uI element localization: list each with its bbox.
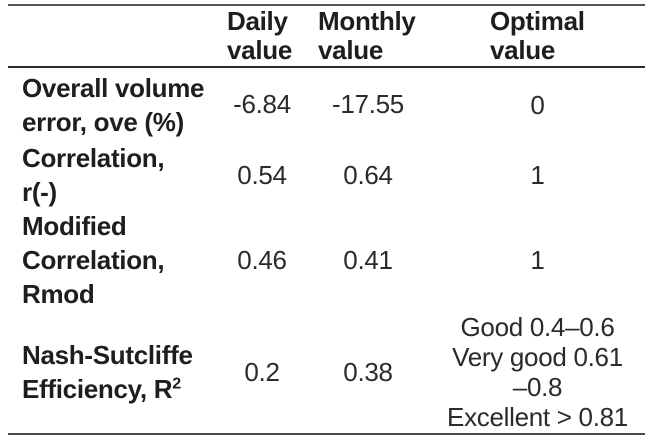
row-label-correlation: Correlation, r(-) bbox=[22, 143, 165, 207]
optimal-value-ove: 0 bbox=[530, 89, 545, 120]
column-header-optimal: Optimal value bbox=[430, 5, 645, 68]
row-label-modified-correlation: Modified Correlation, Rmod bbox=[22, 211, 165, 309]
nash-label-line1: Nash-Sutcliffe bbox=[22, 340, 193, 370]
optimal-value-rmod: 1 bbox=[530, 245, 545, 275]
metrics-table-figure: Daily value Monthly value Optimal value … bbox=[0, 4, 650, 436]
daily-value-correlation: 0.54 bbox=[237, 159, 287, 190]
table-row-correlation: Correlation, r(-) 0.54 0.64 1 bbox=[8, 141, 645, 209]
metrics-table: Daily value Monthly value Optimal value … bbox=[8, 4, 645, 435]
r-squared-superscript: 2 bbox=[172, 375, 182, 393]
daily-value-nse: 0.2 bbox=[244, 356, 280, 387]
daily-value-ove: -6.84 bbox=[233, 89, 291, 119]
daily-value-rmod: 0.46 bbox=[237, 244, 287, 275]
monthly-value-correlation: 0.64 bbox=[343, 159, 393, 190]
header-empty-cell bbox=[8, 5, 218, 68]
table-row-overall-volume-error: Overall volume error, ove (%) -6.84 -17.… bbox=[8, 67, 645, 141]
header-row: Daily value Monthly value Optimal value bbox=[8, 5, 645, 68]
row-label-overall-volume-error: Overall volume error, ove (%) bbox=[22, 72, 205, 137]
nash-label-line2: Efficiency, R bbox=[22, 374, 173, 404]
monthly-value-rmod: 0.41 bbox=[343, 244, 393, 275]
row-label-nash-sutcliffe: Nash-Sutcliffe Efficiency, R2 bbox=[8, 311, 218, 434]
table-row-modified-correlation: Modified Correlation, Rmod 0.46 0.41 1 bbox=[8, 209, 645, 311]
monthly-value-ove: -17.55 bbox=[332, 89, 404, 119]
monthly-value-nse: 0.38 bbox=[343, 356, 393, 387]
table-row-nash-sutcliffe: Nash-Sutcliffe Efficiency, R2 0.2 0.38 Go… bbox=[8, 311, 645, 434]
column-header-monthly: Monthly value bbox=[306, 5, 430, 68]
table-body: Overall volume error, ove (%) -6.84 -17.… bbox=[8, 67, 645, 434]
table-header: Daily value Monthly value Optimal value bbox=[8, 5, 645, 68]
optimal-value-correlation: 1 bbox=[530, 160, 545, 190]
optimal-value-nse: Good 0.4–0.6 Very good 0.61 –0.8 Excelle… bbox=[447, 312, 628, 432]
column-header-daily: Daily value bbox=[218, 5, 306, 68]
